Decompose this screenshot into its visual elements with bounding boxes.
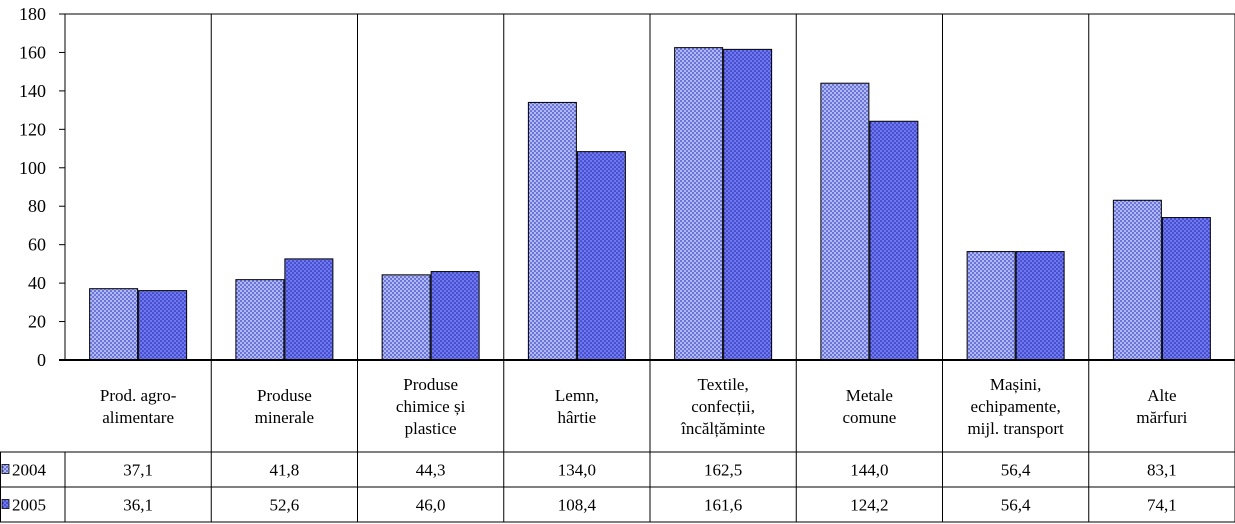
bar-2004-3 <box>381 274 431 361</box>
table-cell-2004-2: 41,8 <box>270 461 300 480</box>
y-tick-label: 60 <box>28 235 46 255</box>
table-cell-2005-3: 46,0 <box>416 496 446 515</box>
bar-2004-4 <box>527 101 577 361</box>
y-tick-label: 180 <box>19 4 46 24</box>
bar-2004-1 <box>89 288 139 361</box>
bar-2005-8 <box>1161 217 1211 361</box>
bar-2005-2 <box>284 258 334 361</box>
table-cell-2004-1: 37,1 <box>123 461 153 480</box>
category-label-8: Alte mărfuri <box>1136 386 1187 427</box>
bar-2005-5 <box>723 48 773 361</box>
category-label-2: Produse minerale <box>255 386 314 427</box>
category-separators <box>64 13 1235 452</box>
bar-2004-2 <box>235 279 285 361</box>
bar-2005-3 <box>430 271 480 361</box>
category-label-4: Lemn, hârtie <box>555 386 599 427</box>
y-tick-label: 140 <box>19 81 46 101</box>
table-cell-2005-2: 52,6 <box>270 496 300 515</box>
category-label-7: Mașini, echipamente, mijl. transport <box>967 375 1064 438</box>
category-label-1: Prod. agro-alimentare <box>100 386 177 427</box>
bar-2004-7 <box>966 251 1016 361</box>
bar-2005-1 <box>138 290 188 361</box>
table-cell-2005-5: 161,6 <box>704 496 742 515</box>
bar-2005-4 <box>576 151 626 361</box>
table-cell-2005-1: 36,1 <box>123 496 153 515</box>
category-labels: Prod. agro-alimentare Produse minerale Prod… <box>100 375 1188 438</box>
table-cell-2004-3: 44,3 <box>416 461 446 480</box>
y-tick-label: 100 <box>19 158 46 178</box>
bar-2004-8 <box>1112 199 1162 361</box>
table-cell-2004-7: 56,4 <box>1001 461 1031 480</box>
y-tick-label: 160 <box>19 42 46 62</box>
category-label-5: Textile, confecții, încălțăminte <box>680 375 765 438</box>
category-label-3: Produse chimice și plastice <box>396 375 466 438</box>
y-tick-label: 0 <box>37 350 46 370</box>
table-cell-2004-4: 134,0 <box>558 461 596 480</box>
axes <box>59 14 1235 361</box>
table-cell-2004-8: 83,1 <box>1147 461 1177 480</box>
bars <box>89 47 1211 361</box>
legend-label-2005: 2005 <box>12 496 46 515</box>
table-cell-2005-7: 56,4 <box>1001 496 1031 515</box>
legend-label-2004: 2004 <box>12 461 47 480</box>
bar-2004-6 <box>820 82 870 361</box>
y-tick-label: 120 <box>19 119 46 139</box>
bar-2005-6 <box>869 120 919 361</box>
y-tick-label: 40 <box>28 273 46 293</box>
data-table: 2004 37,1 41,8 44,3 134,0 162,5 144,0 56,4 83,1 2… <box>0 451 1235 523</box>
y-tick-label: 20 <box>28 312 46 332</box>
bar-2005-7 <box>1015 251 1065 361</box>
table-cell-2004-5: 162,5 <box>704 461 742 480</box>
legend-swatch-2004 <box>1 464 10 474</box>
table-cell-2005-8: 74,1 <box>1147 496 1177 515</box>
category-label-6: Metale comune <box>842 386 896 427</box>
bar-2004-5 <box>674 47 724 361</box>
table-cell-2005-4: 108,4 <box>558 496 597 515</box>
table-cell-2005-6: 124,2 <box>850 496 888 515</box>
y-tick-label: 80 <box>28 196 46 216</box>
y-tick-labels: 0 20 40 60 80 100 120 140 160 180 <box>19 4 65 370</box>
legend-swatch-2005 <box>1 499 10 509</box>
table-cell-2004-6: 144,0 <box>850 461 888 480</box>
